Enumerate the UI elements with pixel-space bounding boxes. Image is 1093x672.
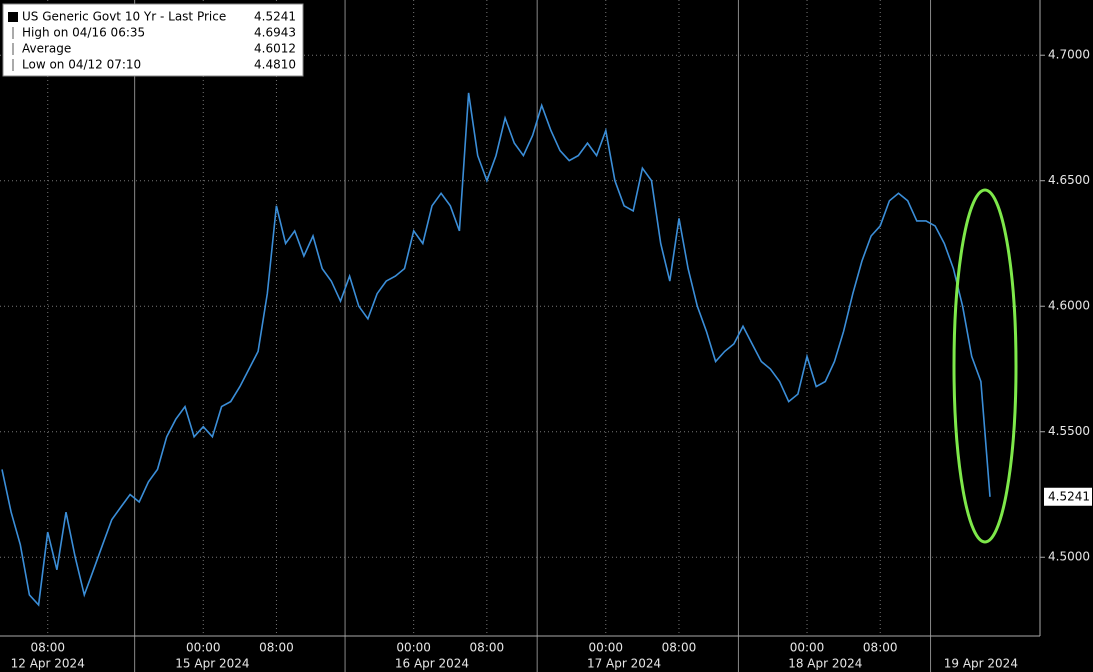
date-label: 16 Apr 2024 xyxy=(395,657,469,671)
legend-value: 4.6943 xyxy=(254,26,296,40)
price-line xyxy=(1,92,991,607)
date-label: 12 Apr 2024 xyxy=(11,657,85,671)
last-price-label: 4.5241 xyxy=(1048,489,1090,503)
x-tick-label: 08:00 xyxy=(30,641,65,655)
x-tick-label: 00:00 xyxy=(186,641,221,655)
x-tick-label: 00:00 xyxy=(790,641,825,655)
y-tick-label: 4.7000 xyxy=(1048,48,1090,62)
y-tick-label: 4.6000 xyxy=(1048,299,1090,313)
x-tick-label: 08:00 xyxy=(470,641,505,655)
legend-value: 4.6012 xyxy=(254,42,296,56)
legend-label: US Generic Govt 10 Yr - Last Price xyxy=(22,10,226,24)
legend-label: Low on 04/12 07:10 xyxy=(22,58,141,72)
x-tick-label: 08:00 xyxy=(662,641,697,655)
date-label: 19 Apr 2024 xyxy=(944,657,1018,671)
x-tick-label: 00:00 xyxy=(396,641,431,655)
x-tick-label: 08:00 xyxy=(259,641,294,655)
legend-value: 4.4810 xyxy=(254,58,296,72)
legend-swatch xyxy=(8,12,18,22)
highlight-ellipse xyxy=(952,188,1018,544)
y-tick-label: 4.6500 xyxy=(1048,173,1090,187)
date-label: 17 Apr 2024 xyxy=(587,657,661,671)
last-price-box xyxy=(1044,487,1092,506)
legend: US Generic Govt 10 Yr - Last Price 4.5241… xyxy=(2,3,304,77)
date-label: 18 Apr 2024 xyxy=(788,657,862,671)
legend-value: 4.5241 xyxy=(254,10,296,24)
x-tick-label: 00:00 xyxy=(588,641,623,655)
y-tick-label: 4.5500 xyxy=(1048,424,1090,438)
legend-box xyxy=(2,3,304,77)
legend-label: Average xyxy=(22,42,71,56)
y-tick-label: 4.5000 xyxy=(1048,550,1090,564)
date-label: 15 Apr 2024 xyxy=(175,657,249,671)
legend-label: High on 04/16 06:35 xyxy=(22,26,145,40)
x-tick-label: 08:00 xyxy=(863,641,898,655)
